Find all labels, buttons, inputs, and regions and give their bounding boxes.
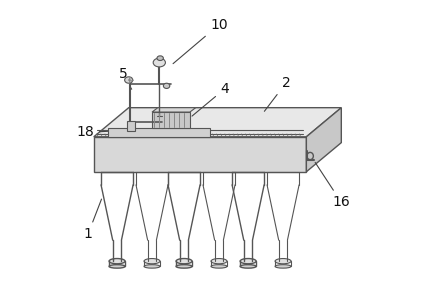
Text: 18: 18 [76,126,111,139]
Text: 16: 16 [315,162,350,209]
Ellipse shape [109,265,125,268]
Ellipse shape [153,58,166,67]
Ellipse shape [176,258,192,264]
Ellipse shape [240,265,256,268]
Polygon shape [306,108,341,172]
Ellipse shape [240,258,256,264]
Ellipse shape [109,258,125,264]
Ellipse shape [125,77,133,83]
Polygon shape [108,128,210,137]
Ellipse shape [275,265,291,268]
Polygon shape [94,108,341,137]
Ellipse shape [144,258,160,264]
Ellipse shape [275,258,291,264]
Bar [152,112,190,128]
Ellipse shape [211,265,227,268]
Ellipse shape [157,56,163,61]
FancyBboxPatch shape [127,121,134,131]
Ellipse shape [211,258,227,264]
Ellipse shape [163,83,170,88]
Text: 1: 1 [84,199,102,241]
Polygon shape [152,108,196,112]
Text: 2: 2 [265,76,290,111]
Ellipse shape [176,265,192,268]
Text: 4: 4 [192,82,229,116]
Ellipse shape [144,265,160,268]
Text: 10: 10 [173,18,228,64]
Polygon shape [94,137,306,172]
Text: 5: 5 [119,67,132,89]
